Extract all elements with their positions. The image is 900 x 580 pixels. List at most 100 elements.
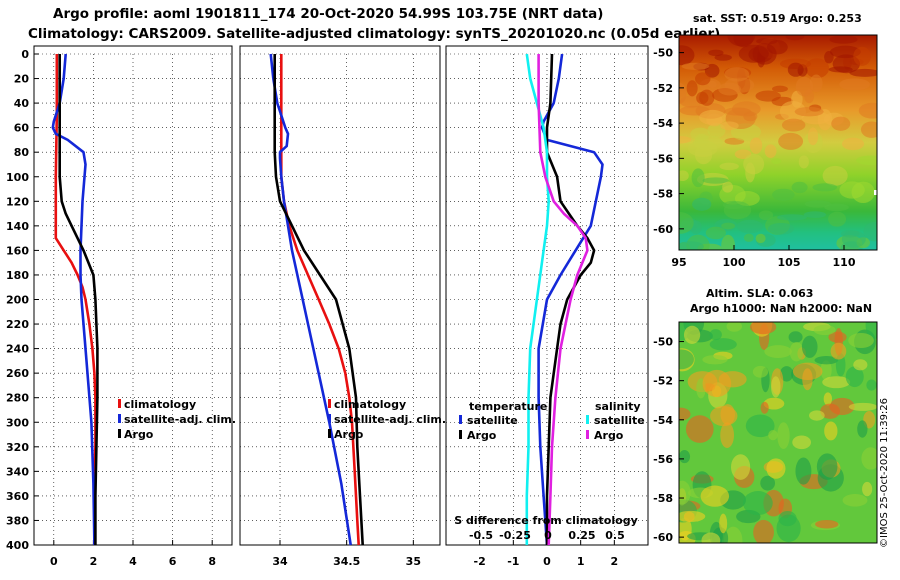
x-tick-label: 2	[611, 555, 619, 568]
sla-texture-patch	[861, 447, 877, 470]
sla-texture-patch	[718, 371, 747, 388]
sla-map: -50 -52 -54 -56 -58 -60	[653, 321, 878, 544]
sst-texture-patch	[803, 211, 827, 218]
map-y-tick-label: -50	[653, 336, 673, 349]
sla-texture-patch	[779, 366, 794, 382]
secondary-x-tick-label: 0.25	[568, 529, 595, 542]
sst-texture-patch	[794, 106, 824, 117]
sla-texture-patch	[745, 414, 775, 438]
sst-texture-patch	[764, 144, 777, 159]
sst-texture-patch	[720, 121, 739, 131]
sst-texture-patch	[772, 188, 795, 201]
sst-texture-patch	[699, 109, 727, 126]
map-y-tick-label: -56	[653, 152, 673, 165]
sla-texture-patch	[848, 402, 877, 411]
legend-swatch	[118, 414, 121, 423]
map-y-tick-label: -50	[653, 47, 673, 60]
legend-swatch	[118, 399, 121, 408]
sla-texture-patch	[731, 454, 751, 480]
sla-texture-patch	[789, 342, 804, 362]
panel-frame	[239, 45, 441, 546]
sst-texture-patch	[798, 155, 809, 169]
x-tick-label: 1	[577, 555, 585, 568]
sla-texture-patch	[866, 379, 877, 391]
sst-texture-patch	[776, 214, 807, 221]
sla-texture-patch	[815, 519, 839, 529]
y-tick-label: 0	[21, 48, 29, 61]
map-y-tick-label: -60	[653, 531, 673, 544]
map-y-tick-label: -54	[653, 414, 673, 427]
x-tick-label: 6	[169, 555, 177, 568]
sst-texture-patch	[829, 35, 858, 44]
sst-texture-patch	[849, 68, 877, 77]
sla-texture-patch	[853, 359, 868, 371]
sst-texture-patch	[695, 72, 711, 86]
sst-texture-patch	[772, 85, 788, 93]
sla-texture-patch	[862, 481, 873, 497]
sst-texture-patch	[839, 78, 870, 91]
sla-texture-patch	[842, 493, 868, 507]
y-tick-label: 100	[6, 171, 29, 184]
y-tick-label: 300	[6, 416, 29, 429]
map-y-tick-label: -58	[653, 188, 673, 201]
y-tick-label: 140	[6, 220, 29, 233]
x-tick-label: 4	[129, 555, 137, 568]
sst-texture-patch	[755, 90, 781, 102]
sla-texture-patch	[801, 335, 818, 358]
x-tick-label: 34.5	[333, 555, 360, 568]
legend-label: satellite	[467, 414, 518, 427]
sla-texture-patch	[685, 415, 714, 443]
sla-texture-patch	[679, 407, 691, 421]
legend-swatch	[328, 414, 331, 423]
sst-texture-patch	[781, 118, 806, 132]
sst-texture-patch	[679, 241, 704, 250]
sst-texture-patch	[804, 200, 831, 208]
sst-texture-patch	[831, 116, 851, 131]
y-tick-label: 160	[6, 244, 29, 257]
legend-swatch	[586, 415, 589, 424]
sst-texture-patch	[756, 38, 778, 45]
sst-texture-patch	[858, 102, 877, 119]
salinity-panel: 34 34.5 35 climatology satellite-adj. clim. A…	[239, 45, 446, 568]
sst-texture-patch	[824, 203, 849, 212]
y-tick-label: 240	[6, 343, 29, 356]
map-y-tick-label: -60	[653, 223, 673, 236]
secondary-x-tick-label: 0.5	[605, 529, 625, 542]
sla-texture-patch	[679, 510, 706, 522]
map-x-tick-label: 105	[778, 256, 801, 269]
sla-texture-patch	[813, 324, 836, 336]
map-y-tick-label: -58	[653, 492, 673, 505]
title-line-1: Argo profile: aoml 1901811_174 20-Oct-20…	[53, 6, 604, 22]
sla-texture-patch	[719, 513, 728, 534]
legend-swatch	[118, 429, 121, 438]
sla-texture-patch	[700, 485, 730, 507]
sla-texture-patch	[753, 519, 774, 543]
x-tick-label: 34	[272, 555, 288, 568]
series-line-climatology	[54, 54, 97, 545]
sst-texture-patch	[791, 181, 808, 194]
x-tick-label: 35	[406, 555, 421, 568]
sst-texture-patch	[822, 165, 848, 186]
sla-texture-patch	[760, 401, 769, 414]
sst-texture-patch	[787, 62, 804, 77]
y-tick-label: 320	[6, 441, 29, 454]
sst-texture-patch	[855, 155, 877, 166]
sla-texture-patch	[822, 376, 851, 389]
y-tick-label: 60	[14, 122, 30, 135]
sla-texture-patch	[702, 355, 728, 365]
sst-texture-patch	[812, 183, 838, 192]
sst-texture-patch	[731, 101, 761, 117]
x-tick-label: -2	[474, 555, 486, 568]
sst-texture-patch	[686, 80, 698, 97]
sla-texture-patch	[795, 457, 812, 485]
sst-missing-pixel	[874, 190, 877, 195]
sla-texture-patch	[776, 514, 801, 543]
legend-swatch	[459, 415, 462, 424]
sla-texture-patch	[683, 325, 701, 344]
legend-label: satellite-adj. clim.	[334, 413, 446, 426]
sst-texture-patch	[692, 197, 712, 211]
sla-map-title-2: Argo h1000: NaN h2000: NaN	[690, 302, 873, 315]
y-tick-label: 80	[14, 146, 30, 159]
sla-texture-patch	[820, 403, 841, 419]
